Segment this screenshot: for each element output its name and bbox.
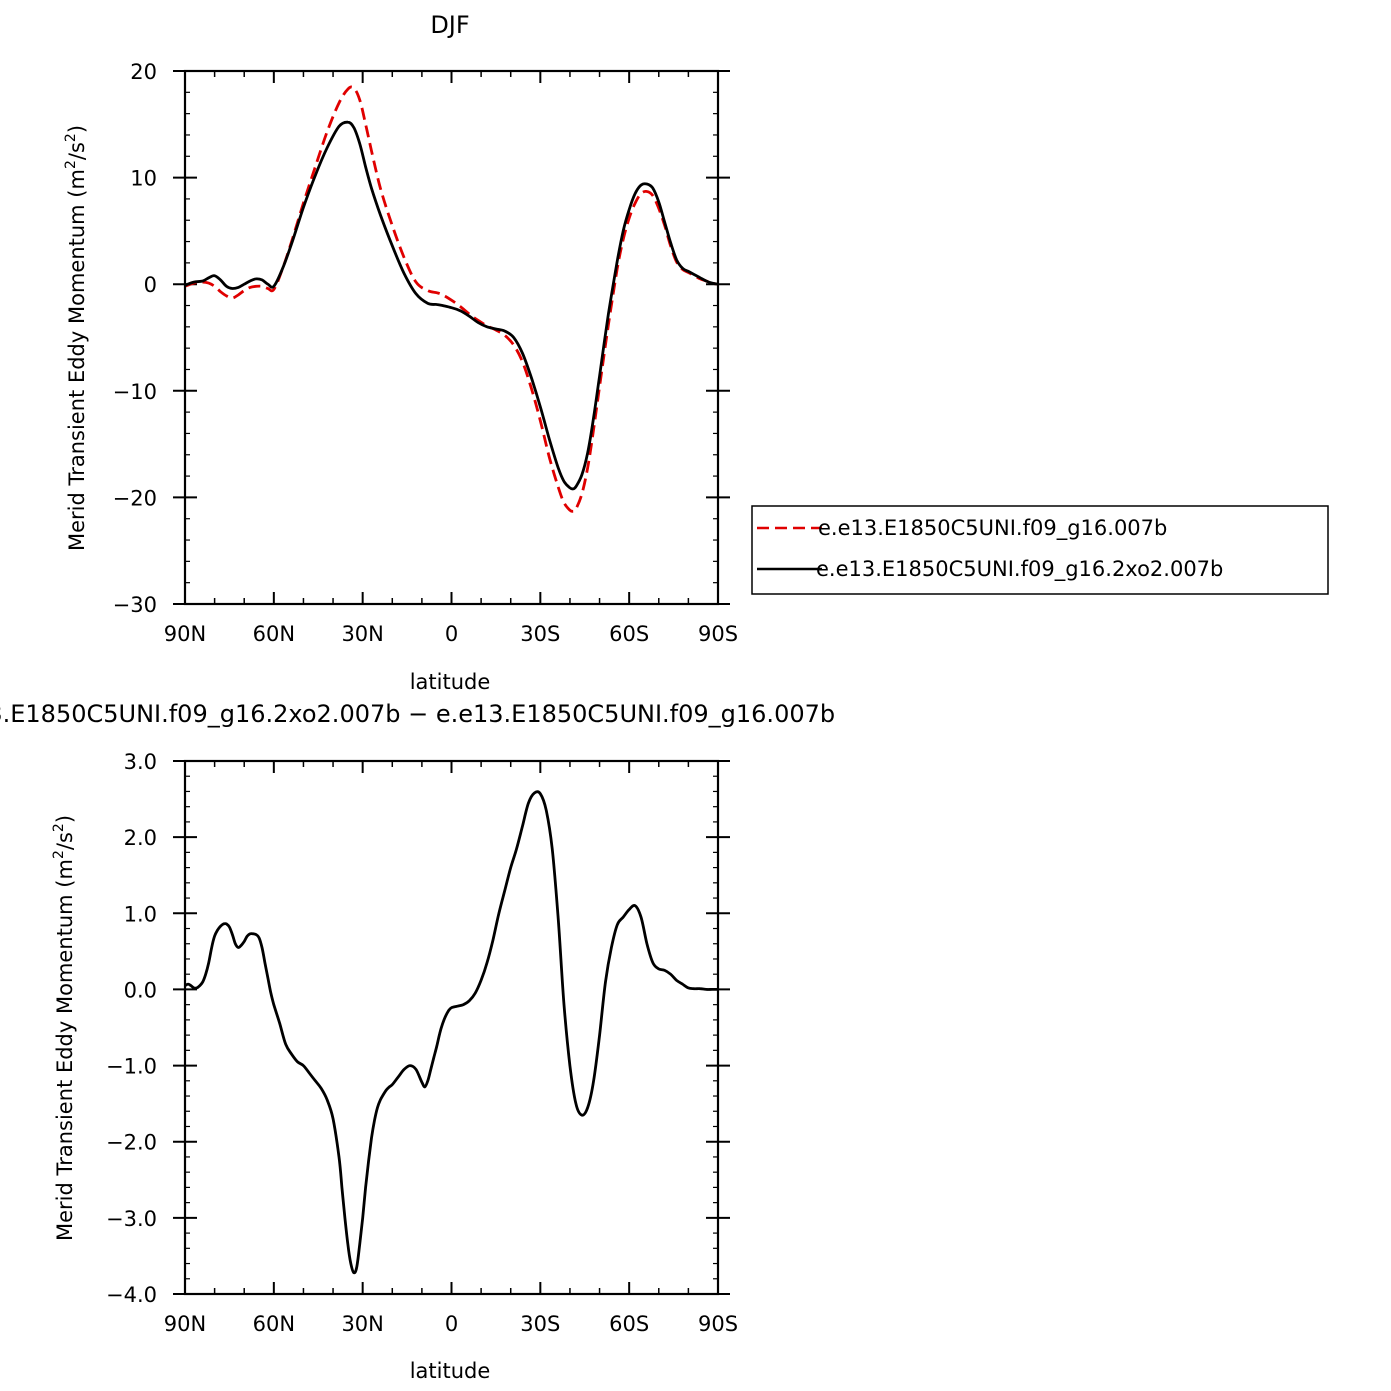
top-series-line-1 [184, 85, 719, 513]
bottom-y-tick-label: 0.0 [124, 978, 157, 1002]
bottom-x-tick-label: 30S [520, 1312, 560, 1336]
top-x-tick-label: 60N [253, 622, 295, 646]
top-y-tick-label: −10 [113, 380, 157, 404]
legend: e.e13.E1850C5UNI.f09_g16.007b e.e13.E185… [751, 505, 1329, 595]
top-chart-title: DJF [430, 11, 469, 39]
top-y-tick-label: 20 [130, 60, 157, 84]
bottom-x-tick-label: 90N [164, 1312, 206, 1336]
bottom-y-tick-label: 3.0 [124, 750, 157, 774]
top-x-axis-label: latitude [410, 670, 491, 694]
top-panel: DJF 90N 60N 30N 0 30S 60S 90S 20 10 0 −10 −20 −30 la… [63, 11, 1329, 694]
top-x-tick-label: 0 [445, 622, 458, 646]
top-y-tick-label: −20 [113, 486, 157, 510]
bottom-y-tick-label: 1.0 [124, 902, 157, 926]
top-x-tick-label: 60S [609, 622, 649, 646]
bottom-y-tick-label: −1.0 [106, 1055, 157, 1079]
top-y-tick-label: 10 [130, 167, 157, 191]
bottom-y-axis-label: Merid Transient Eddy Momentum (m2/s2) [51, 815, 77, 1241]
top-x-tick-label: 90S [698, 622, 738, 646]
bottom-x-tick-label: 90S [698, 1312, 738, 1336]
top-series-line-2 [184, 120, 719, 491]
top-plot-frame [183, 69, 720, 606]
bottom-x-tick-label: 0 [445, 1312, 458, 1336]
bottom-y-tick-label: −4.0 [106, 1283, 157, 1307]
top-y-axis-label: Merid Transient Eddy Momentum (m2/s2) [63, 125, 89, 551]
bottom-y-tick-label: −2.0 [106, 1131, 157, 1155]
bottom-y-tick-label: 2.0 [124, 826, 157, 850]
bottom-y-tick-label: −3.0 [106, 1207, 157, 1231]
top-x-tick-label: 90N [164, 622, 206, 646]
bottom-chart-title: e.e13.E1850C5UNI.f09_g16.2xo2.007b − e.e… [0, 700, 835, 728]
top-x-tick-label: 30N [341, 622, 383, 646]
legend-label-series-1: e.e13.E1850C5UNI.f09_g16.007b [818, 516, 1167, 541]
bottom-x-tick-label: 60S [609, 1312, 649, 1336]
legend-label-series-2: e.e13.E1850C5UNI.f09_g16.2xo2.007b [816, 557, 1223, 582]
bottom-series-line-1 [184, 790, 718, 1275]
bottom-plot-frame [183, 759, 720, 1296]
bottom-x-tick-label: 60N [253, 1312, 295, 1336]
bottom-x-axis-label: latitude [410, 1359, 491, 1383]
top-y-tick-label: −30 [113, 593, 157, 617]
bottom-panel: e.e13.E1850C5UNI.f09_g16.2xo2.007b − e.e… [0, 700, 835, 1383]
top-y-tick-label: 0 [144, 273, 157, 297]
legend-box [751, 505, 1329, 595]
bottom-x-tick-label: 30N [341, 1312, 383, 1336]
top-x-tick-label: 30S [520, 622, 560, 646]
